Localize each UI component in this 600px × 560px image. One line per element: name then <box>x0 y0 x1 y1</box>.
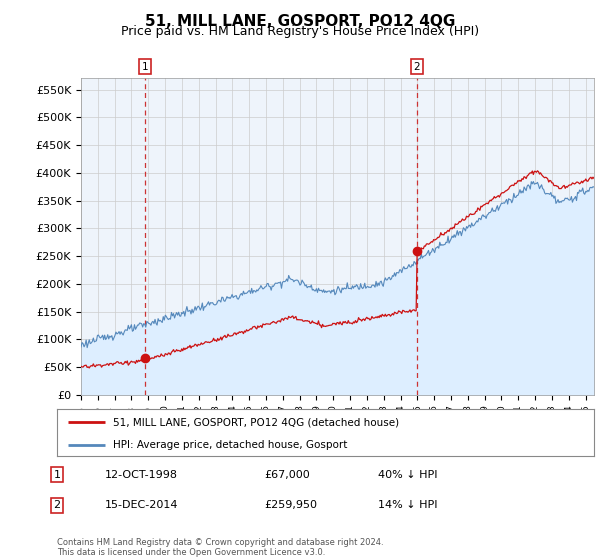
Text: 12-OCT-1998: 12-OCT-1998 <box>105 470 178 480</box>
Text: 51, MILL LANE, GOSPORT, PO12 4QG: 51, MILL LANE, GOSPORT, PO12 4QG <box>145 14 455 29</box>
Text: 15-DEC-2014: 15-DEC-2014 <box>105 500 179 510</box>
Text: 2: 2 <box>413 62 420 72</box>
Text: £67,000: £67,000 <box>264 470 310 480</box>
Text: 14% ↓ HPI: 14% ↓ HPI <box>378 500 437 510</box>
Text: Contains HM Land Registry data © Crown copyright and database right 2024.
This d: Contains HM Land Registry data © Crown c… <box>57 538 383 557</box>
Text: 1: 1 <box>142 62 148 72</box>
Text: Price paid vs. HM Land Registry's House Price Index (HPI): Price paid vs. HM Land Registry's House … <box>121 25 479 38</box>
Text: 2: 2 <box>53 500 61 510</box>
Text: 51, MILL LANE, GOSPORT, PO12 4QG (detached house): 51, MILL LANE, GOSPORT, PO12 4QG (detach… <box>113 417 400 427</box>
Text: £259,950: £259,950 <box>264 500 317 510</box>
Text: 40% ↓ HPI: 40% ↓ HPI <box>378 470 437 480</box>
Text: 1: 1 <box>53 470 61 480</box>
Text: HPI: Average price, detached house, Gosport: HPI: Average price, detached house, Gosp… <box>113 440 348 450</box>
